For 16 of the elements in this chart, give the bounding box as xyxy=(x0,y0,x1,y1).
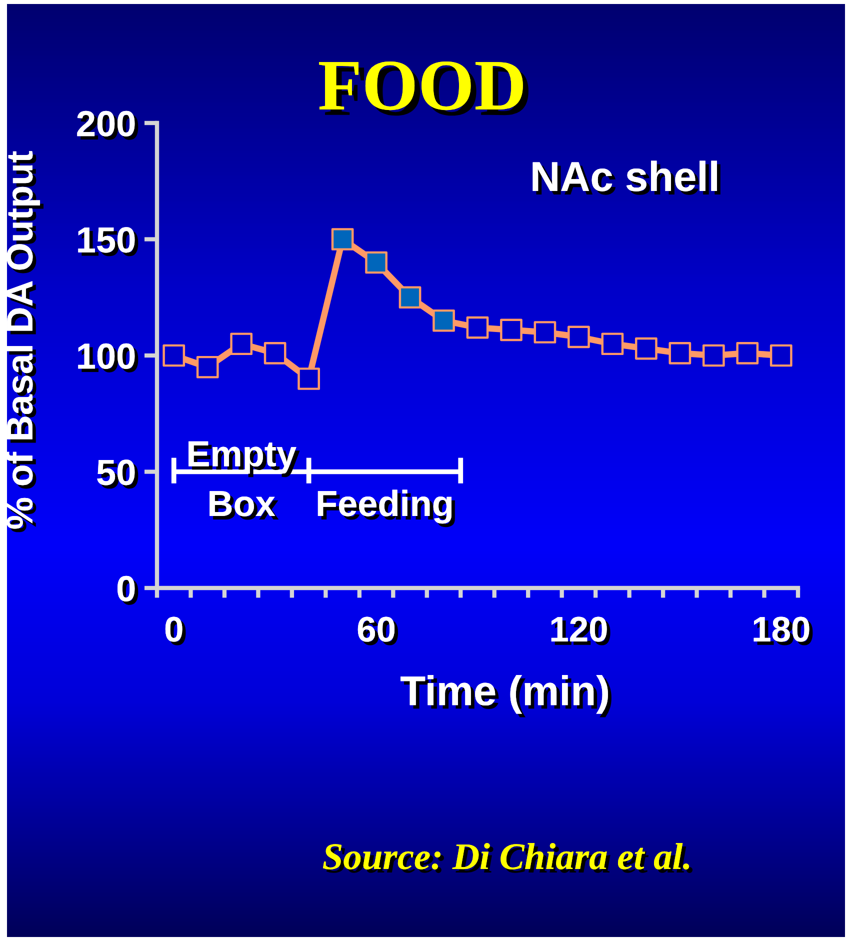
source-note: Source: Di Chiara et al. xyxy=(322,842,693,874)
annotation: NAc shell xyxy=(532,160,720,195)
annotation: Empty Box xyxy=(188,441,300,520)
chart-title: FOOD xyxy=(319,62,528,116)
y-tick-label: 200 xyxy=(77,110,138,140)
y-tick-label: 0 xyxy=(118,576,138,605)
y-tick-label: 100 xyxy=(78,343,138,372)
y-tick-label: 150 xyxy=(78,227,138,256)
x-tick-label: 180 xyxy=(754,616,813,646)
annotation: Feeding xyxy=(318,490,455,528)
y-axis-title: % of Basal DA Output xyxy=(6,151,44,532)
y-tick-label: 50 xyxy=(97,460,138,489)
x-axis-title: Time (min) xyxy=(400,674,612,718)
x-tick-label: 120 xyxy=(551,616,610,646)
x-tick-label: 0 xyxy=(165,616,186,646)
x-tick-label: 60 xyxy=(358,616,398,646)
